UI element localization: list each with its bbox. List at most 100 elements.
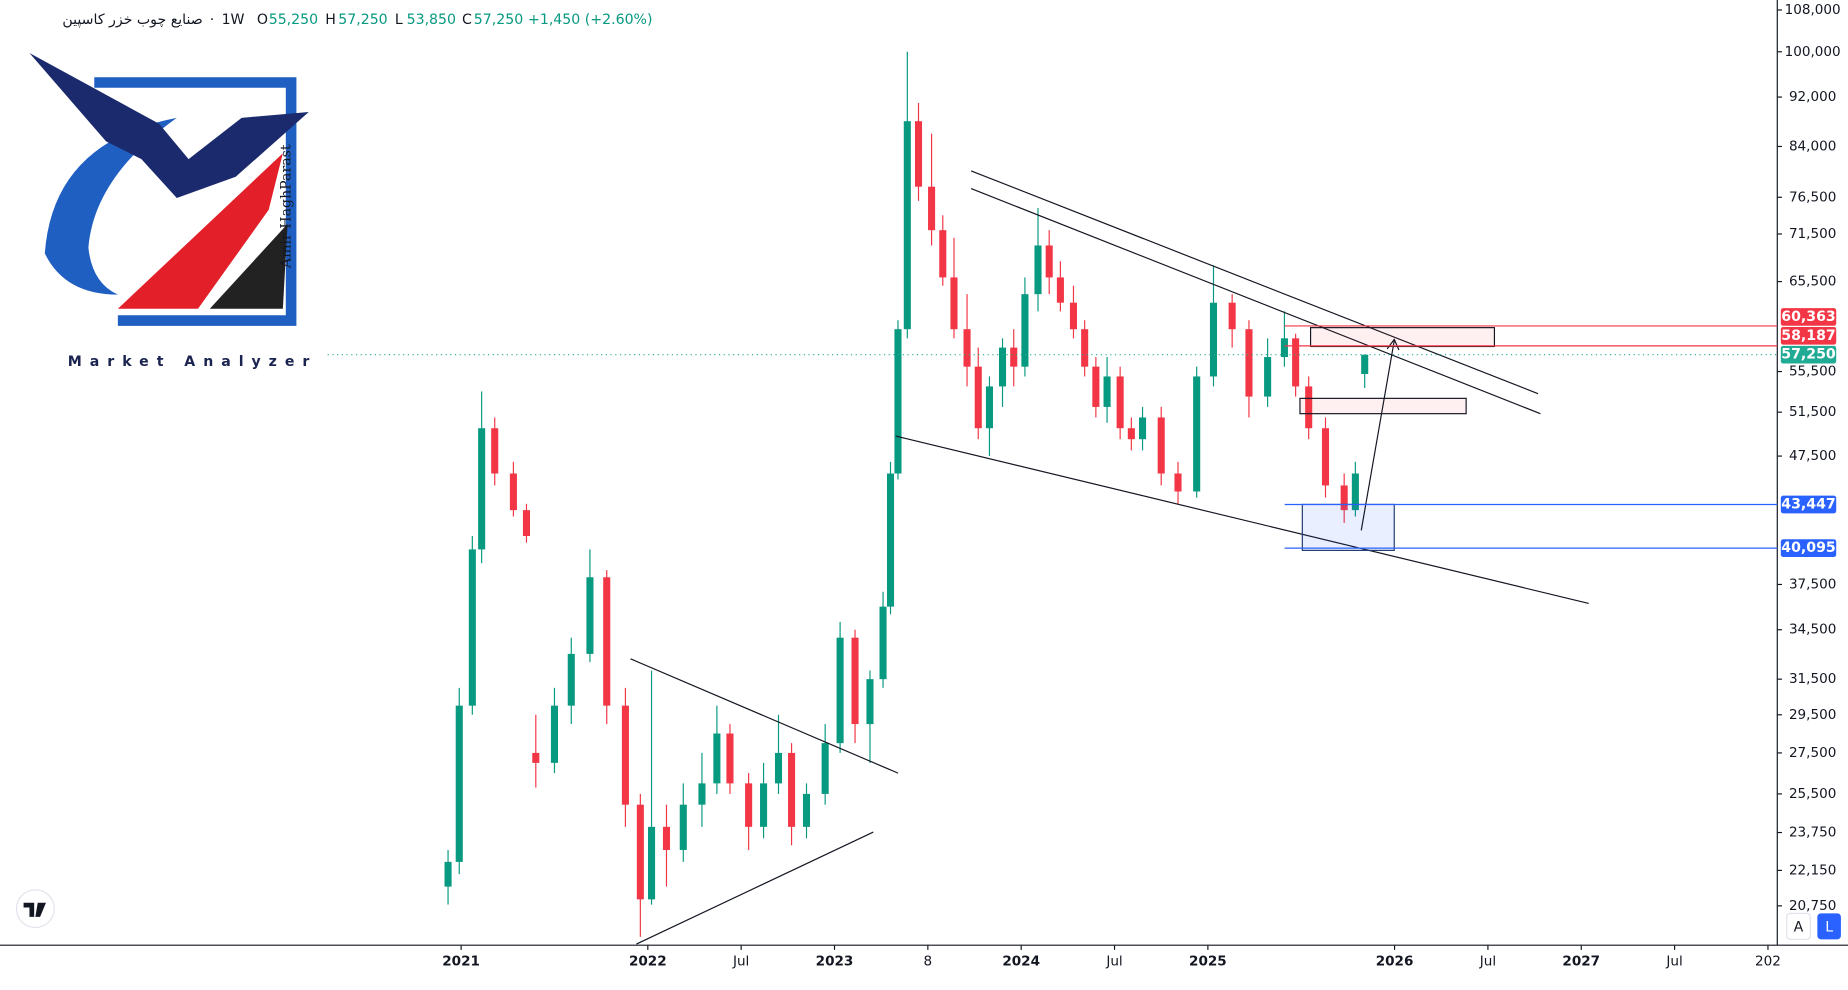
x-tick-label: 2025: [1189, 954, 1227, 970]
y-tick-label: 27,500: [1789, 745, 1836, 761]
logo-author: Amir HaghParast: [278, 144, 294, 269]
y-tick-label: 51,500: [1789, 404, 1836, 420]
y-tick-label: 25,500: [1789, 786, 1836, 802]
field-key: C: [462, 12, 472, 28]
candle-body: [1045, 245, 1053, 278]
price-label: 43,447: [1781, 497, 1836, 513]
candle-body: [802, 793, 811, 827]
zone-box: [1309, 327, 1496, 348]
x-tick-label: 2026: [1376, 954, 1414, 970]
candle-body: [509, 473, 517, 511]
candle-body: [1340, 485, 1348, 511]
candle-body: [603, 577, 611, 706]
candle-body: [836, 637, 844, 744]
drawings: [630, 170, 1589, 945]
candle-body: [478, 428, 486, 550]
badge-icon: [23, 902, 46, 917]
auto-button[interactable]: [1786, 912, 1811, 940]
x-tick-label: 8: [924, 954, 933, 970]
ohlc: O 55,250 H 57,250 L 53,850 C 57,250: [257, 12, 523, 28]
price-label: 57,250: [1781, 347, 1836, 363]
candle-body: [1092, 366, 1100, 407]
candle-body: [939, 230, 947, 278]
candle-body: [1361, 354, 1369, 374]
candle-body: [726, 733, 734, 784]
candle-body: [1209, 302, 1218, 377]
candle-body: [1228, 302, 1236, 330]
y-tick-label: 34,500: [1789, 622, 1836, 638]
candle-body: [1264, 357, 1272, 397]
log-button-label[interactable]: L: [1825, 920, 1833, 936]
x-tick-label: Jul: [1479, 954, 1496, 970]
price-label: 60,363: [1781, 309, 1836, 325]
candle-body: [1081, 329, 1089, 367]
candle-body: [851, 637, 859, 725]
candle-body: [1280, 338, 1288, 358]
candle-body: [1351, 473, 1359, 511]
candle-body: [1127, 428, 1135, 440]
candle-body: [928, 186, 936, 231]
candle-body: [455, 705, 463, 862]
price-label-box: [1780, 326, 1837, 345]
logo-frame: [94, 77, 297, 326]
logo-swoosh: [44, 117, 177, 295]
candle-body: [621, 705, 629, 805]
price-label-box: [1780, 539, 1837, 557]
candle-body: [1157, 417, 1165, 474]
price-label-box: [1780, 308, 1837, 326]
candle-body: [903, 121, 911, 330]
log-button[interactable]: [1817, 913, 1841, 940]
candle-body: [713, 733, 721, 784]
x-tick-label: 2022: [629, 954, 667, 970]
candle-body: [679, 804, 687, 850]
x-tick-label: Jul: [1105, 954, 1122, 970]
candle-body: [886, 473, 895, 607]
badge-circle: [15, 889, 55, 929]
x-tick-label: 2021: [442, 954, 480, 970]
y-tick-label: 23,750: [1789, 825, 1836, 841]
trend-line: [630, 658, 899, 774]
field-key: O: [257, 12, 268, 28]
candle-body: [1305, 386, 1313, 429]
y-tick-label: 65,500: [1789, 274, 1836, 290]
x-tick-label: 2023: [816, 954, 854, 970]
candle-body: [879, 606, 887, 680]
candle-body: [550, 705, 559, 763]
candle-body: [662, 826, 671, 850]
candle-body: [914, 121, 923, 187]
x-tick-label: 2024: [1002, 954, 1040, 970]
candle-body: [998, 347, 1007, 387]
candle-body: [1056, 277, 1064, 303]
candle-body: [760, 783, 768, 827]
scale-buttons: A L: [1786, 912, 1841, 940]
field-key: L: [395, 12, 403, 28]
y-tick-label: 31,500: [1789, 671, 1836, 687]
field-value: 57,250: [338, 12, 387, 28]
candle-body: [1321, 428, 1330, 486]
candle-body: [1245, 329, 1253, 397]
candle-body: [745, 783, 753, 827]
x-tick-label: Jul: [1665, 954, 1682, 970]
y-tick-label: 108,000: [1785, 2, 1841, 18]
y-tick-label: 76,500: [1789, 189, 1836, 205]
candle-body: [1193, 376, 1201, 492]
field-value: 57,250: [474, 12, 523, 28]
candle-body: [1069, 302, 1078, 330]
x-tick-label: Jul: [732, 954, 749, 970]
candle-body: [894, 329, 902, 474]
candle-body: [950, 277, 958, 330]
y-tick-label: 71,500: [1789, 226, 1836, 242]
price-label-box: [1780, 345, 1837, 364]
candle-body: [636, 804, 644, 900]
candle-body: [1103, 376, 1111, 407]
candle-body: [567, 653, 575, 706]
candle-body: [532, 752, 540, 763]
candle-body: [1292, 338, 1300, 387]
trend-line: [636, 831, 874, 945]
auto-button-label[interactable]: A: [1794, 920, 1804, 936]
y-tick-label: 22,150: [1789, 862, 1836, 878]
field-value: 55,250: [269, 12, 318, 28]
change: +1,450 (+2.60%): [528, 12, 653, 28]
